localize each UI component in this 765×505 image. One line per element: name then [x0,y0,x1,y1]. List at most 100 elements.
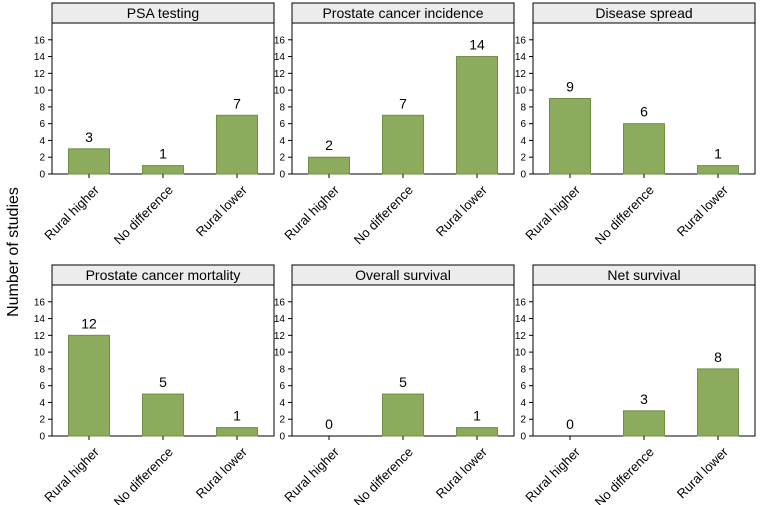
data-label: 2 [325,137,333,153]
bar [456,427,498,437]
data-label: 14 [469,37,485,53]
bar [68,148,110,175]
x-tick-label: Rural higher [41,444,102,505]
bar [142,165,184,175]
x-tick-label: No difference [111,444,176,505]
y-tick-label: 16 [515,297,527,308]
data-label: 8 [714,349,722,365]
bar [697,368,739,437]
panel-2: Prostate cancer incidence 0 2 4 6 8 10 12 14 16 2 R… [274,2,515,247]
bar [623,123,665,175]
y-tick-label: 14 [515,52,527,63]
y-tick-label: 0 [520,432,526,443]
y-tick-label: 2 [39,153,45,164]
y-tick-label: 12 [34,331,46,342]
y-tick-label: 2 [520,153,526,164]
y-tick-label: 14 [34,52,46,63]
panel-1: PSA testing 0 2 4 6 8 10 12 14 16 3 Rural higher 1 No… [34,2,275,247]
bar [68,334,110,437]
y-tick-label: 12 [515,69,527,80]
bar [216,427,258,437]
y-tick-label: 14 [274,52,286,63]
y-tick-label: 10 [274,86,286,97]
data-label: 0 [566,416,574,432]
y-tick-label: 10 [34,348,46,359]
y-tick-label: 8 [39,364,45,375]
data-label: 5 [159,374,167,390]
y-tick-label: 0 [39,170,45,181]
y-tick-label: 6 [520,381,526,392]
y-axis-label: Number of studies [5,187,22,317]
x-tick-label: No difference [592,182,657,247]
y-tick-label: 4 [39,136,45,147]
bar [697,165,739,175]
x-tick-label: Rural lower [674,444,732,502]
y-tick-label: 4 [520,398,526,409]
x-tick-label: No difference [351,444,416,505]
panel-title: Net survival [607,267,680,283]
x-tick-label: Rural lower [674,182,732,240]
data-label: 1 [714,146,722,162]
y-tick-label: 0 [279,170,285,181]
y-tick-label: 14 [515,314,527,325]
data-label: 3 [85,129,93,145]
y-tick-label: 12 [274,69,286,80]
data-label: 7 [233,95,241,111]
y-tick-label: 6 [520,119,526,130]
bar [549,98,591,175]
y-tick-label: 6 [39,119,45,130]
y-tick-label: 2 [39,415,45,426]
y-tick-label: 14 [34,314,46,325]
y-tick-label: 4 [39,398,45,409]
x-tick-label: Rural higher [41,182,102,243]
data-label: 1 [233,408,241,424]
data-label: 7 [399,95,407,111]
y-tick-label: 8 [520,102,526,113]
x-tick-label: No difference [592,444,657,505]
y-tick-label: 2 [279,153,285,164]
y-tick-label: 10 [515,348,527,359]
y-tick-label: 12 [515,331,527,342]
data-label: 6 [640,104,648,120]
panel-title: PSA testing [127,5,199,21]
bar [142,393,184,437]
bar [382,393,424,437]
panel-4: Prostate cancer mortality 0 2 4 6 8 10 12 14 16 12… [34,264,275,505]
data-label: 5 [399,374,407,390]
y-tick-label: 14 [274,314,286,325]
y-tick-label: 0 [39,432,45,443]
data-label: 12 [81,315,97,331]
y-tick-label: 10 [515,86,527,97]
x-tick-label: Rural higher [281,444,342,505]
bar [382,114,424,175]
y-tick-label: 12 [34,69,46,80]
y-tick-label: 16 [274,35,286,46]
y-tick-label: 16 [34,297,46,308]
x-tick-label: Rural higher [522,182,583,243]
y-tick-label: 8 [279,364,285,375]
bar [216,114,258,175]
panel-title: Disease spread [595,5,692,21]
data-label: 9 [566,79,574,95]
y-tick-label: 6 [279,381,285,392]
bar [308,156,350,175]
y-tick-label: 12 [274,331,286,342]
bar [623,410,665,437]
y-tick-label: 2 [279,415,285,426]
data-label: 3 [640,391,648,407]
x-tick-label: Rural lower [193,182,251,240]
x-tick-label: Rural higher [281,182,342,243]
y-tick-label: 16 [34,35,46,46]
panel-title: Overall survival [355,267,451,283]
y-tick-label: 16 [515,35,527,46]
y-tick-label: 16 [274,297,286,308]
x-tick-label: Rural higher [522,444,583,505]
x-tick-label: No difference [111,182,176,247]
bar [456,56,498,175]
data-label: 1 [159,146,167,162]
x-tick-label: Rural lower [193,444,251,502]
